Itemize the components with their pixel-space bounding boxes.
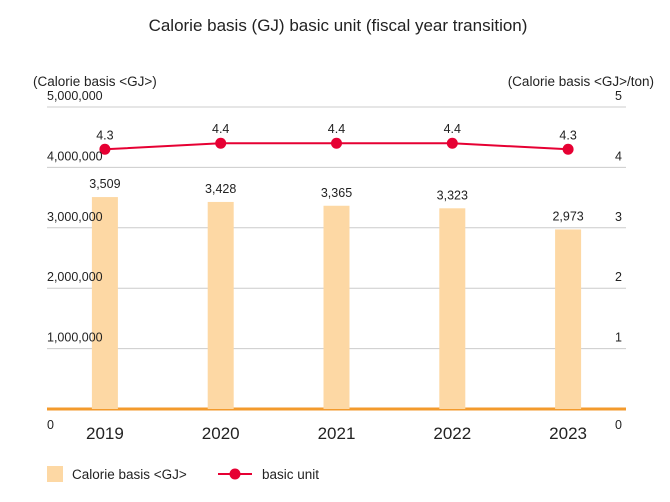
category-label: 2019 [86,424,124,443]
category-label: 2023 [549,424,587,443]
bar [439,208,466,409]
category-label: 2022 [433,424,471,443]
right-tick-label: 2 [615,270,622,284]
left-tick-label: 5,000,000 [47,89,103,103]
right-tick-label: 5 [615,89,622,103]
right-tick-label: 3 [615,210,622,224]
line-value-label: 4.4 [212,122,229,136]
bar-value-label: 3,428 [205,182,236,196]
category-label: 2021 [318,424,356,443]
bar-value-label: 3,365 [321,186,352,200]
legend-label-bars: Calorie basis <GJ> [72,467,187,482]
line-marker [331,137,342,149]
line-marker [215,137,227,149]
right-axis-label: (Calorie basis <GJ>/ton) [508,74,654,89]
line-marker [99,143,111,155]
bar [323,205,350,409]
bar-value-label: 3,323 [437,188,468,202]
left-tick-label: 2,000,000 [47,270,103,284]
left-tick-label: 0 [47,418,54,432]
legend: Calorie basis <GJ> basic unit [47,466,319,482]
right-tick-label: 1 [615,331,622,345]
axis-ticks: 0 0 1,000,000 1 2,000,000 2 3,000,000 3 4,000,00… [47,89,622,443]
left-tick-label: 4,000,000 [47,149,103,163]
legend-marker [229,468,241,480]
legend-label-line: basic unit [262,467,319,482]
legend-swatch-bars [47,466,63,482]
line-marker [446,137,458,149]
line-value-label: 4.3 [96,128,113,142]
bar-value-label: 3,509 [89,177,120,191]
line-series: 4.3 4.4 4.4 4.4 4.3 [96,122,577,155]
line-value-label: 4.3 [559,128,576,142]
left-tick-label: 3,000,000 [47,210,103,224]
category-label: 2020 [202,424,240,443]
right-tick-label: 0 [615,418,622,432]
bar [207,201,234,409]
line-marker [562,143,574,155]
left-tick-label: 1,000,000 [47,331,103,345]
bar-series: 3,509 3,428 3,365 3,323 2,973 [89,177,584,409]
bar-value-label: 2,973 [552,209,583,223]
bar [91,197,118,409]
bar [555,229,582,409]
chart-title: Calorie basis (GJ) basic unit (fiscal ye… [149,16,528,35]
right-tick-label: 4 [615,149,622,163]
left-axis-label: (Calorie basis <GJ>) [33,74,157,89]
line-value-label: 4.4 [444,122,461,136]
line-value-label: 4.4 [328,122,345,136]
